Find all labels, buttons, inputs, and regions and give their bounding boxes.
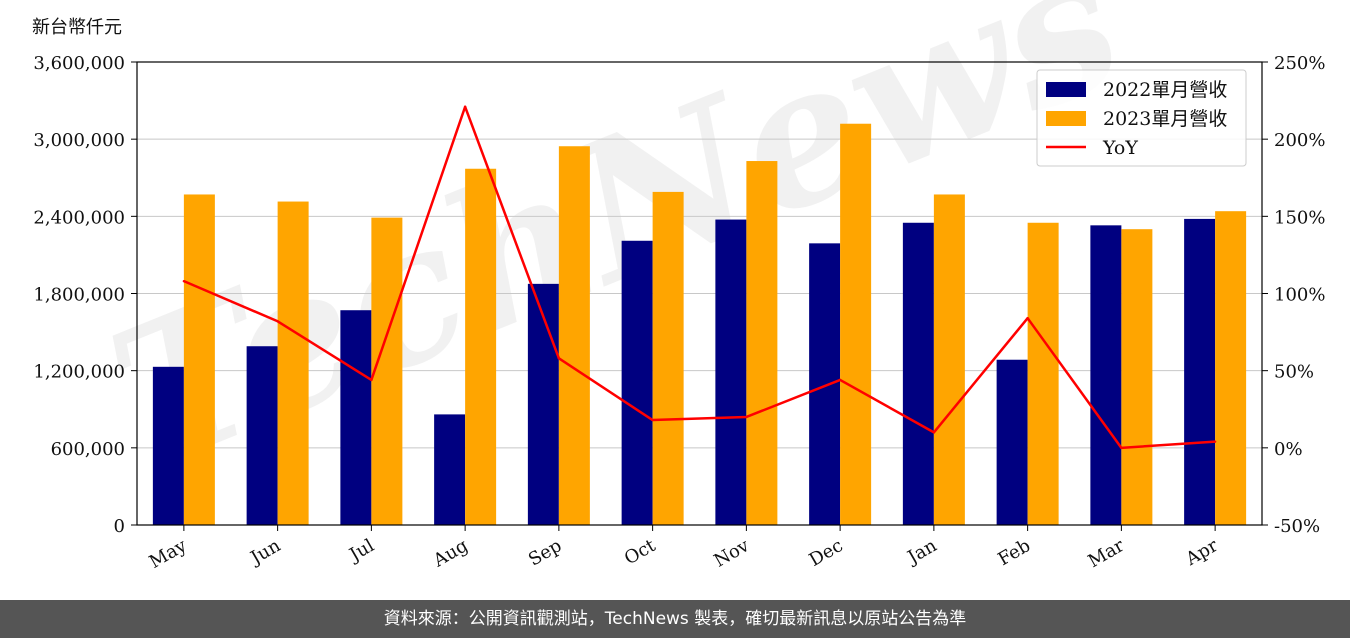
y-tick-label: 1,800,000 (33, 285, 125, 306)
legend-2023-swatch (1046, 111, 1086, 126)
y-axis-unit-label: 新台幣仟元 (32, 17, 122, 38)
bar-2022-may (152, 366, 184, 525)
y2-tick-label: 150% (1274, 207, 1325, 228)
watermark-text: TechNews (83, 0, 1149, 512)
y-tick-label: 1,200,000 (33, 362, 125, 383)
bar-2022-jun (246, 346, 278, 525)
x-tick-label: Jan (903, 535, 941, 569)
yoy-line-layer (182, 105, 1217, 450)
bar-2023-sep (558, 146, 590, 525)
x-tick-label: Feb (994, 535, 1034, 570)
bar-2022-jan (902, 222, 934, 525)
legend: 2022單月營收 2023單月營收 YoY (1036, 69, 1247, 167)
watermark: TechNews (83, 0, 1149, 512)
x-tick-label: May (146, 535, 191, 573)
y2-tick-label: 100% (1274, 285, 1325, 306)
legend-2023-label: 2023單月營收 (1103, 108, 1227, 130)
y-tick-label: 3,600,000 (33, 53, 125, 74)
bar-2022-mar (1090, 225, 1122, 525)
legend-box (1036, 69, 1247, 167)
legend-2022-label: 2022單月營收 (1103, 79, 1227, 101)
bar-2023-feb (1027, 222, 1059, 525)
bar-2023-dec (840, 123, 872, 525)
bar-2022-nov (715, 219, 747, 525)
bar-2022-dec (809, 243, 841, 525)
x-tick-label: Oct (621, 535, 660, 570)
y2-tick-label: -50% (1274, 516, 1320, 537)
x-tick-label: Mar (1085, 535, 1129, 572)
y-tick-label: 600,000 (51, 439, 125, 460)
x-tick-label: Sep (525, 535, 565, 570)
legend-yoy-label: YoY (1102, 137, 1138, 159)
bar-2023-may (183, 194, 215, 525)
bar-2022-apr (1184, 218, 1216, 525)
x-tick-label: Jun (246, 535, 285, 570)
y-tick-label: 2,400,000 (33, 207, 125, 228)
y2-tick-label: 200% (1274, 130, 1325, 151)
yoy-point-dec (838, 378, 842, 382)
y2-tick-label: 50% (1274, 362, 1314, 383)
bar-2023-nov (746, 161, 778, 525)
yoy-point-jul (370, 378, 373, 382)
bar-2022-aug (434, 414, 466, 525)
bar-2023-aug (465, 168, 497, 525)
legend-2022-swatch (1046, 82, 1086, 97)
yoy-point-mar (1120, 446, 1123, 450)
gridlines (137, 138, 1262, 449)
yoy-point-jan (932, 431, 936, 434)
revenue-chart: TechNews 0 -50% 600,000 0% 1,200,000 50% 1,800… (32, 0, 1325, 573)
bar-2022-sep (527, 283, 559, 525)
yoy-point-sep (557, 357, 561, 360)
bar-2022-oct (621, 240, 653, 525)
x-tick-label: Nov (711, 535, 754, 572)
y-tick-label: 3,000,000 (33, 130, 125, 151)
x-tick-label: Dec (806, 535, 847, 571)
bar-2023-jul (371, 217, 403, 525)
x-tick-label: Aug (429, 535, 472, 572)
x-tick-label: Jul (344, 535, 378, 567)
bars (152, 123, 1247, 525)
bar-2023-jan (933, 194, 965, 525)
yoy-point-feb (1026, 316, 1029, 320)
y2-tick-label: 250% (1274, 53, 1325, 74)
yoy-point-oct (651, 418, 654, 422)
yoy-line (183, 105, 1216, 450)
y-tick-label: 0 (114, 516, 125, 537)
source-footer: 資料來源：公開資訊觀測站，TechNews 製表，確切最新訊息以原站公告為準 (0, 600, 1350, 638)
x-tick-label: Apr (1182, 535, 1222, 570)
y2-tick-label: 0% (1274, 439, 1303, 460)
yoy-point-nov (745, 415, 748, 419)
yoy-point-aug (463, 105, 467, 108)
bar-2023-mar (1121, 229, 1153, 525)
yoy-point-may (182, 279, 186, 283)
yoy-point-apr (1213, 440, 1217, 443)
bar-2022-jul (340, 310, 372, 525)
bar-2022-feb (996, 359, 1028, 525)
plot-frame (136, 61, 1263, 526)
yoy-point-jun (276, 320, 279, 323)
bar-2023-oct (652, 191, 684, 525)
bar-2023-jun (277, 201, 309, 525)
bar-2023-apr (1215, 211, 1247, 525)
